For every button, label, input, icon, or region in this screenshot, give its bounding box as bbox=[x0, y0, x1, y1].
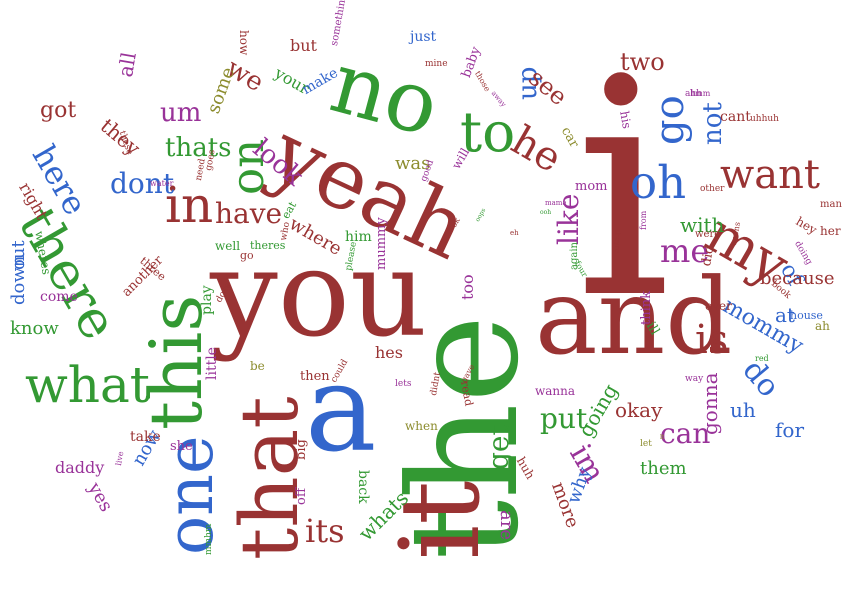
cloud-word: theres bbox=[250, 239, 286, 252]
cloud-word: just bbox=[410, 29, 437, 45]
cloud-word: have bbox=[215, 197, 283, 230]
cloud-word: her bbox=[820, 224, 841, 238]
cloud-word: hmm bbox=[690, 89, 711, 98]
cloud-word: how bbox=[237, 30, 251, 56]
cloud-word: man bbox=[820, 199, 842, 210]
cloud-word: those bbox=[473, 69, 492, 94]
cloud-word: that bbox=[223, 396, 316, 560]
cloud-word: be bbox=[250, 359, 265, 373]
cloud-word: yes bbox=[83, 479, 117, 516]
cloud-word: lt bbox=[660, 434, 665, 441]
cloud-word: a bbox=[305, 340, 377, 479]
cloud-word: ooh bbox=[540, 209, 552, 216]
cloud-word: want bbox=[720, 152, 820, 198]
cloud-word: to bbox=[460, 100, 516, 164]
cloud-word: well bbox=[215, 239, 241, 253]
cloud-word: um bbox=[160, 98, 202, 128]
cloud-word: will bbox=[449, 145, 473, 172]
cloud-word: play bbox=[199, 285, 215, 315]
cloud-word: is bbox=[695, 317, 729, 363]
cloud-word: red bbox=[755, 354, 769, 363]
cloud-word: mama bbox=[545, 199, 567, 207]
cloud-word: hey bbox=[793, 214, 820, 238]
cloud-word: can bbox=[660, 417, 711, 450]
cloud-word: back bbox=[355, 470, 371, 504]
cloud-word: some bbox=[203, 64, 240, 117]
cloud-word: off bbox=[294, 487, 309, 505]
cloud-word: oh bbox=[630, 156, 687, 209]
cloud-word: mummy bbox=[374, 217, 389, 270]
cloud-word: because bbox=[760, 268, 835, 289]
cloud-word: did bbox=[699, 244, 718, 268]
cloud-word: me bbox=[660, 232, 710, 270]
cloud-word: no bbox=[321, 33, 450, 157]
cloud-word: too bbox=[458, 274, 477, 300]
cloud-word: got bbox=[40, 98, 77, 123]
cloud-word: dont bbox=[110, 167, 175, 200]
cloud-word: get bbox=[482, 424, 515, 470]
cloud-word: hes bbox=[375, 343, 403, 362]
cloud-word: little bbox=[204, 347, 220, 380]
cloud-word: but bbox=[290, 36, 317, 55]
cloud-word: mmhm bbox=[204, 523, 214, 555]
cloud-word: lets bbox=[395, 379, 412, 389]
cloud-word: was bbox=[395, 153, 431, 174]
cloud-word: wanna bbox=[535, 384, 576, 398]
cloud-word: mom bbox=[575, 179, 608, 194]
cloud-word: big bbox=[294, 439, 309, 460]
cloud-word: ahh bbox=[685, 89, 702, 99]
cloud-word: his bbox=[617, 109, 635, 130]
cloud-word: theyre bbox=[613, 230, 621, 253]
cloud-word: them bbox=[640, 458, 687, 479]
cloud-word: think bbox=[639, 290, 654, 325]
cloud-word: okay bbox=[615, 398, 663, 422]
cloud-word: at bbox=[775, 303, 795, 327]
cloud-word: eh bbox=[510, 229, 519, 237]
cloud-word: take bbox=[130, 429, 161, 445]
cloud-word: in bbox=[165, 176, 214, 234]
cloud-word: uh bbox=[730, 398, 756, 422]
cloud-word: live bbox=[114, 450, 126, 467]
cloud-word: way bbox=[685, 374, 704, 384]
cloud-word: daddy bbox=[55, 458, 105, 477]
cloud-word: when bbox=[405, 419, 438, 433]
cloud-word: come bbox=[40, 289, 78, 305]
cloud-word: go bbox=[647, 95, 693, 145]
cloud-word: are bbox=[496, 510, 517, 540]
cloud-word: all bbox=[113, 50, 141, 79]
cloud-word: cant bbox=[720, 109, 751, 125]
cloud-word: other bbox=[700, 184, 725, 194]
cloud-word: know bbox=[10, 318, 59, 339]
cloud-word: then bbox=[300, 369, 330, 384]
cloud-word: from bbox=[639, 210, 648, 230]
cloud-word: mine bbox=[425, 59, 448, 69]
cloud-word: uhhuh bbox=[750, 114, 779, 124]
cloud-word: this bbox=[134, 294, 218, 430]
cloud-word: were bbox=[695, 229, 721, 240]
cloud-word: ah bbox=[815, 319, 830, 333]
cloud-word: water bbox=[150, 179, 174, 188]
cloud-word: for bbox=[775, 418, 805, 442]
cloud-word: you bbox=[210, 225, 428, 364]
cloud-word: its bbox=[305, 512, 345, 550]
cloud-word: two bbox=[620, 48, 665, 76]
cloud-word: down bbox=[8, 255, 29, 305]
cloud-word: him bbox=[345, 229, 372, 245]
cloud-word: i bbox=[575, 15, 671, 364]
cloud-word: what bbox=[25, 356, 150, 414]
cloud-word: she bbox=[170, 439, 193, 454]
cloud-word: house bbox=[790, 309, 823, 322]
cloud-word: oops bbox=[474, 207, 488, 223]
cloud-word: go bbox=[240, 249, 254, 262]
cloud-word: let bbox=[640, 439, 652, 449]
cloud-word: over bbox=[705, 299, 732, 313]
cloud-word: thats bbox=[165, 133, 232, 163]
cloud-word: goes bbox=[204, 149, 218, 172]
cloud-word: put bbox=[540, 402, 588, 435]
cloud-word: and bbox=[535, 256, 733, 378]
cloud-word: with bbox=[680, 213, 725, 237]
